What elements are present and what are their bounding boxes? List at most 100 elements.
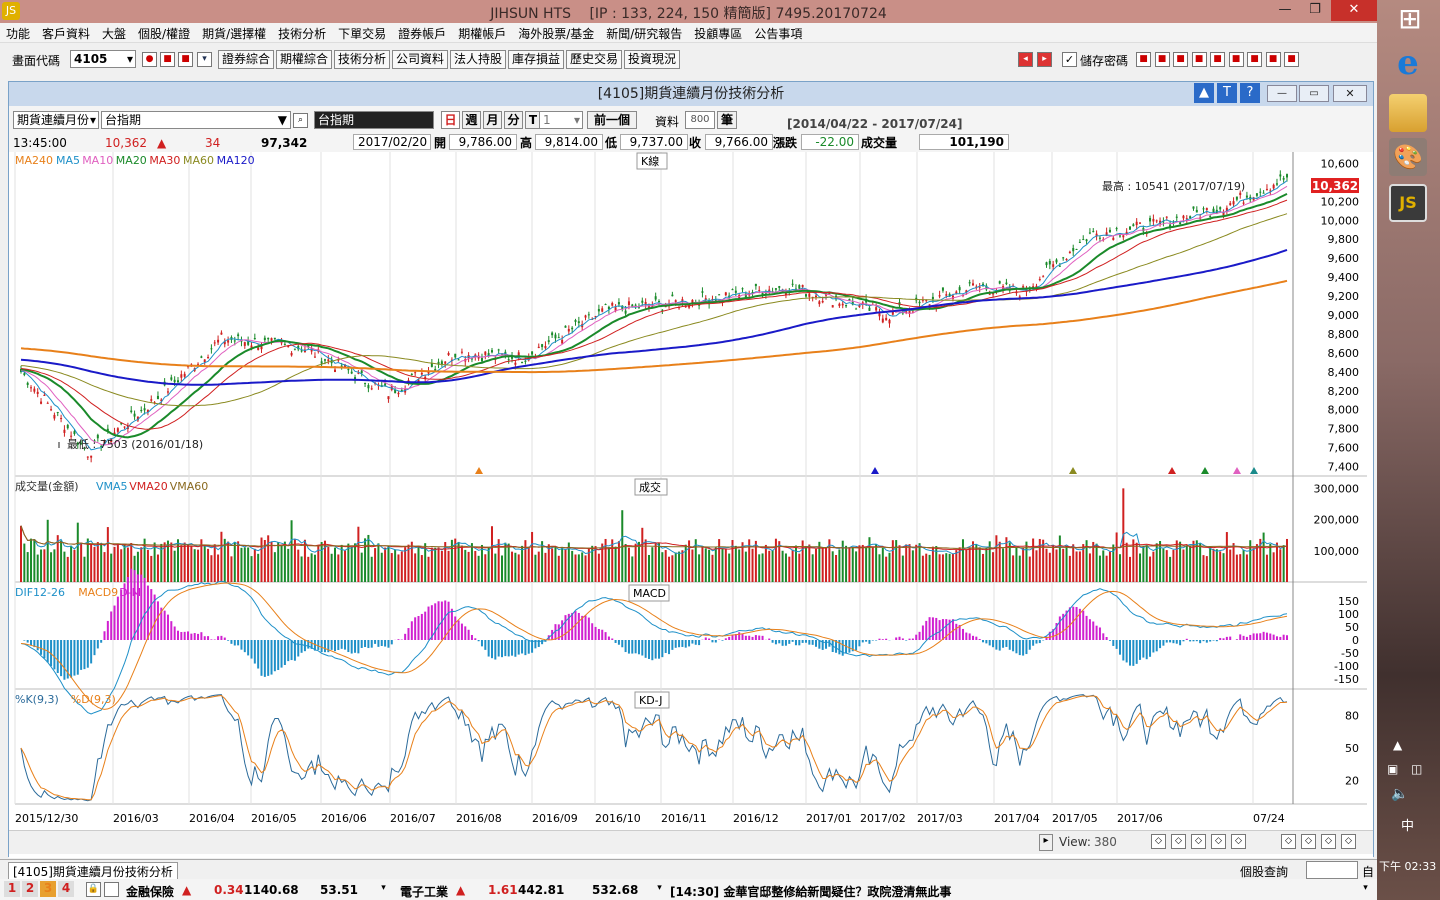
news-dropdown-icon[interactable]: ▾ (1363, 883, 1368, 893)
copy-icon[interactable]: ◇ (1281, 834, 1296, 849)
pin-icon[interactable]: ◇ (1151, 834, 1166, 849)
back-icon[interactable]: ◂ (1018, 52, 1033, 67)
scroll-right-icon[interactable]: ▸ (1039, 834, 1053, 851)
menu-item[interactable]: 期貨/選擇權 (202, 27, 267, 41)
period-button[interactable]: 日 (441, 111, 460, 129)
print-icon[interactable]: ■ (1173, 52, 1188, 67)
period-button[interactable]: 月 (483, 111, 502, 129)
notification-icon[interactable]: ◫ (1411, 762, 1423, 776)
chevron-down-icon[interactable]: ▾ (126, 52, 133, 66)
ime-indicator[interactable]: 中 (1401, 819, 1415, 834)
volume-bar (744, 551, 747, 582)
cursor-icon[interactable]: ◇ (1171, 834, 1186, 849)
quote-volume: 97,342 (261, 136, 308, 150)
ticker-page-button[interactable]: 2 (22, 881, 38, 897)
save-password-checkbox[interactable]: ✓ (1062, 52, 1077, 67)
menu-item[interactable]: 技術分析 (278, 27, 327, 41)
forward-icon[interactable]: ▸ (1037, 52, 1052, 67)
ie-icon[interactable]: e (1397, 43, 1419, 83)
help-icon[interactable]: ? (1240, 83, 1260, 103)
settings-icon[interactable]: ◇ (1341, 834, 1356, 849)
paint-icon[interactable]: 🎨 (1389, 138, 1427, 176)
up-icon[interactable]: ▲ (1194, 83, 1214, 103)
volume-bar (1105, 555, 1108, 582)
refresh-icon[interactable]: ◇ (1211, 834, 1226, 849)
dropdown-icon[interactable]: ▾ (197, 52, 212, 67)
menu-item[interactable]: 客戶資料 (42, 27, 91, 41)
ticker-checkbox[interactable] (104, 882, 119, 897)
toolbar-button[interactable]: 歷史交易 (566, 50, 622, 69)
toolbar-button[interactable]: 庫存損益 (508, 50, 564, 69)
toolbar-button[interactable]: 公司資料 (392, 50, 448, 69)
text-icon[interactable]: T (1217, 83, 1237, 103)
menu-item[interactable]: 公告事項 (754, 27, 803, 41)
volume-bar (63, 551, 66, 582)
folder-icon[interactable]: ■ (160, 52, 175, 67)
symbol-select[interactable]: 台指期 ▼ (101, 111, 291, 129)
jihsun-app-icon[interactable]: JS (1389, 184, 1427, 222)
menu-item[interactable]: 下單交易 (338, 27, 387, 41)
search-icon[interactable]: ● (142, 52, 157, 67)
toolbar-button[interactable]: 投資現況 (624, 50, 680, 69)
menu-item[interactable]: 證券帳戶 (398, 27, 447, 41)
period-number-select[interactable]: 1 ▾ (539, 111, 583, 129)
edit-icon[interactable]: ■ (1247, 52, 1262, 67)
text-tool-icon[interactable]: ■ (1210, 52, 1225, 67)
zoom-in-icon[interactable]: ◇ (1191, 834, 1206, 849)
image-icon[interactable]: ■ (1154, 52, 1170, 67)
camera-icon[interactable]: ■ (1228, 52, 1244, 67)
menu-item[interactable]: 新聞/研究報告 (606, 27, 683, 41)
sector-b-volume: 532.68 (592, 883, 639, 897)
period-button[interactable]: 週 (462, 111, 481, 129)
toolbar-button[interactable]: 技術分析 (334, 50, 390, 69)
file-explorer-icon[interactable] (1389, 94, 1427, 132)
sector-b-dropdown-icon[interactable]: ▾ (657, 883, 662, 893)
window-icon[interactable]: ◇ (1301, 834, 1316, 849)
child-minimize-button[interactable]: — (1267, 85, 1297, 102)
stock-query-input[interactable] (1306, 861, 1358, 879)
ticker-page-button[interactable]: 3 (40, 881, 56, 897)
scissors-icon[interactable]: ■ (1265, 52, 1281, 67)
lock-icon[interactable]: 🔒 (86, 882, 101, 897)
pen-icon[interactable]: ◇ (1321, 834, 1336, 849)
menu-item[interactable]: 功能 (6, 27, 31, 41)
screen-code-input[interactable]: 4105 ▾ (70, 50, 136, 68)
windows-start-icon[interactable]: ⊞ (1398, 2, 1422, 35)
export-icon[interactable]: ■ (1191, 52, 1207, 67)
mode-select[interactable]: 期貨連續月份 ▾ (13, 111, 99, 129)
network-icon[interactable]: ▣ (1387, 762, 1399, 776)
sector-a-dropdown-icon[interactable]: ▾ (381, 883, 386, 893)
tray-up-icon[interactable]: ▲ (1393, 738, 1403, 752)
toolbar-button[interactable]: 期權綜合 (276, 50, 332, 69)
volume-icon[interactable]: 🔈 (1391, 786, 1409, 802)
ticker-page-button[interactable]: 4 (58, 881, 74, 897)
report-icon[interactable]: ■ (1284, 52, 1299, 67)
unit-button[interactable]: 筆 (717, 111, 737, 129)
menu-item[interactable]: 海外股票/基金 (518, 27, 595, 41)
toolbar-button[interactable]: 證券綜合 (218, 50, 274, 69)
search-icon[interactable]: ⌕ (293, 113, 308, 128)
ticker-page-button[interactable]: 1 (4, 881, 20, 897)
print-icon[interactable]: ■ (178, 52, 193, 67)
macd-hist-bar (253, 640, 256, 664)
news-headline[interactable]: [14:30] 金華官邸整修給新聞疑住？政院澄清無此事 (670, 885, 952, 899)
period-button[interactable]: 分 (504, 111, 523, 129)
menu-item[interactable]: 投顧專區 (694, 27, 743, 41)
data-count-input[interactable]: 800 (685, 111, 715, 129)
sector-a-name: 金融保險 (126, 885, 175, 899)
draw-line-icon[interactable]: ■ (1136, 52, 1151, 67)
toolbar-button[interactable]: 法人持股 (450, 50, 506, 69)
zoom-out-icon[interactable]: ◇ (1231, 834, 1246, 849)
menu-item[interactable]: 大盤 (102, 27, 127, 41)
child-close-button[interactable]: ✕ (1333, 85, 1367, 102)
child-restore-button[interactable]: ▭ (1299, 85, 1329, 102)
minimize-button[interactable]: — (1278, 2, 1292, 17)
volume-bar (798, 553, 801, 582)
maximize-button[interactable]: ❐ (1309, 2, 1321, 17)
close-button[interactable]: ✕ (1331, 0, 1377, 21)
prev-button[interactable]: 前一個 (587, 111, 637, 129)
menu-item[interactable]: 個股/權證 (138, 27, 191, 41)
volume-bar (1142, 546, 1145, 582)
menu-item[interactable]: 期權帳戶 (458, 27, 507, 41)
